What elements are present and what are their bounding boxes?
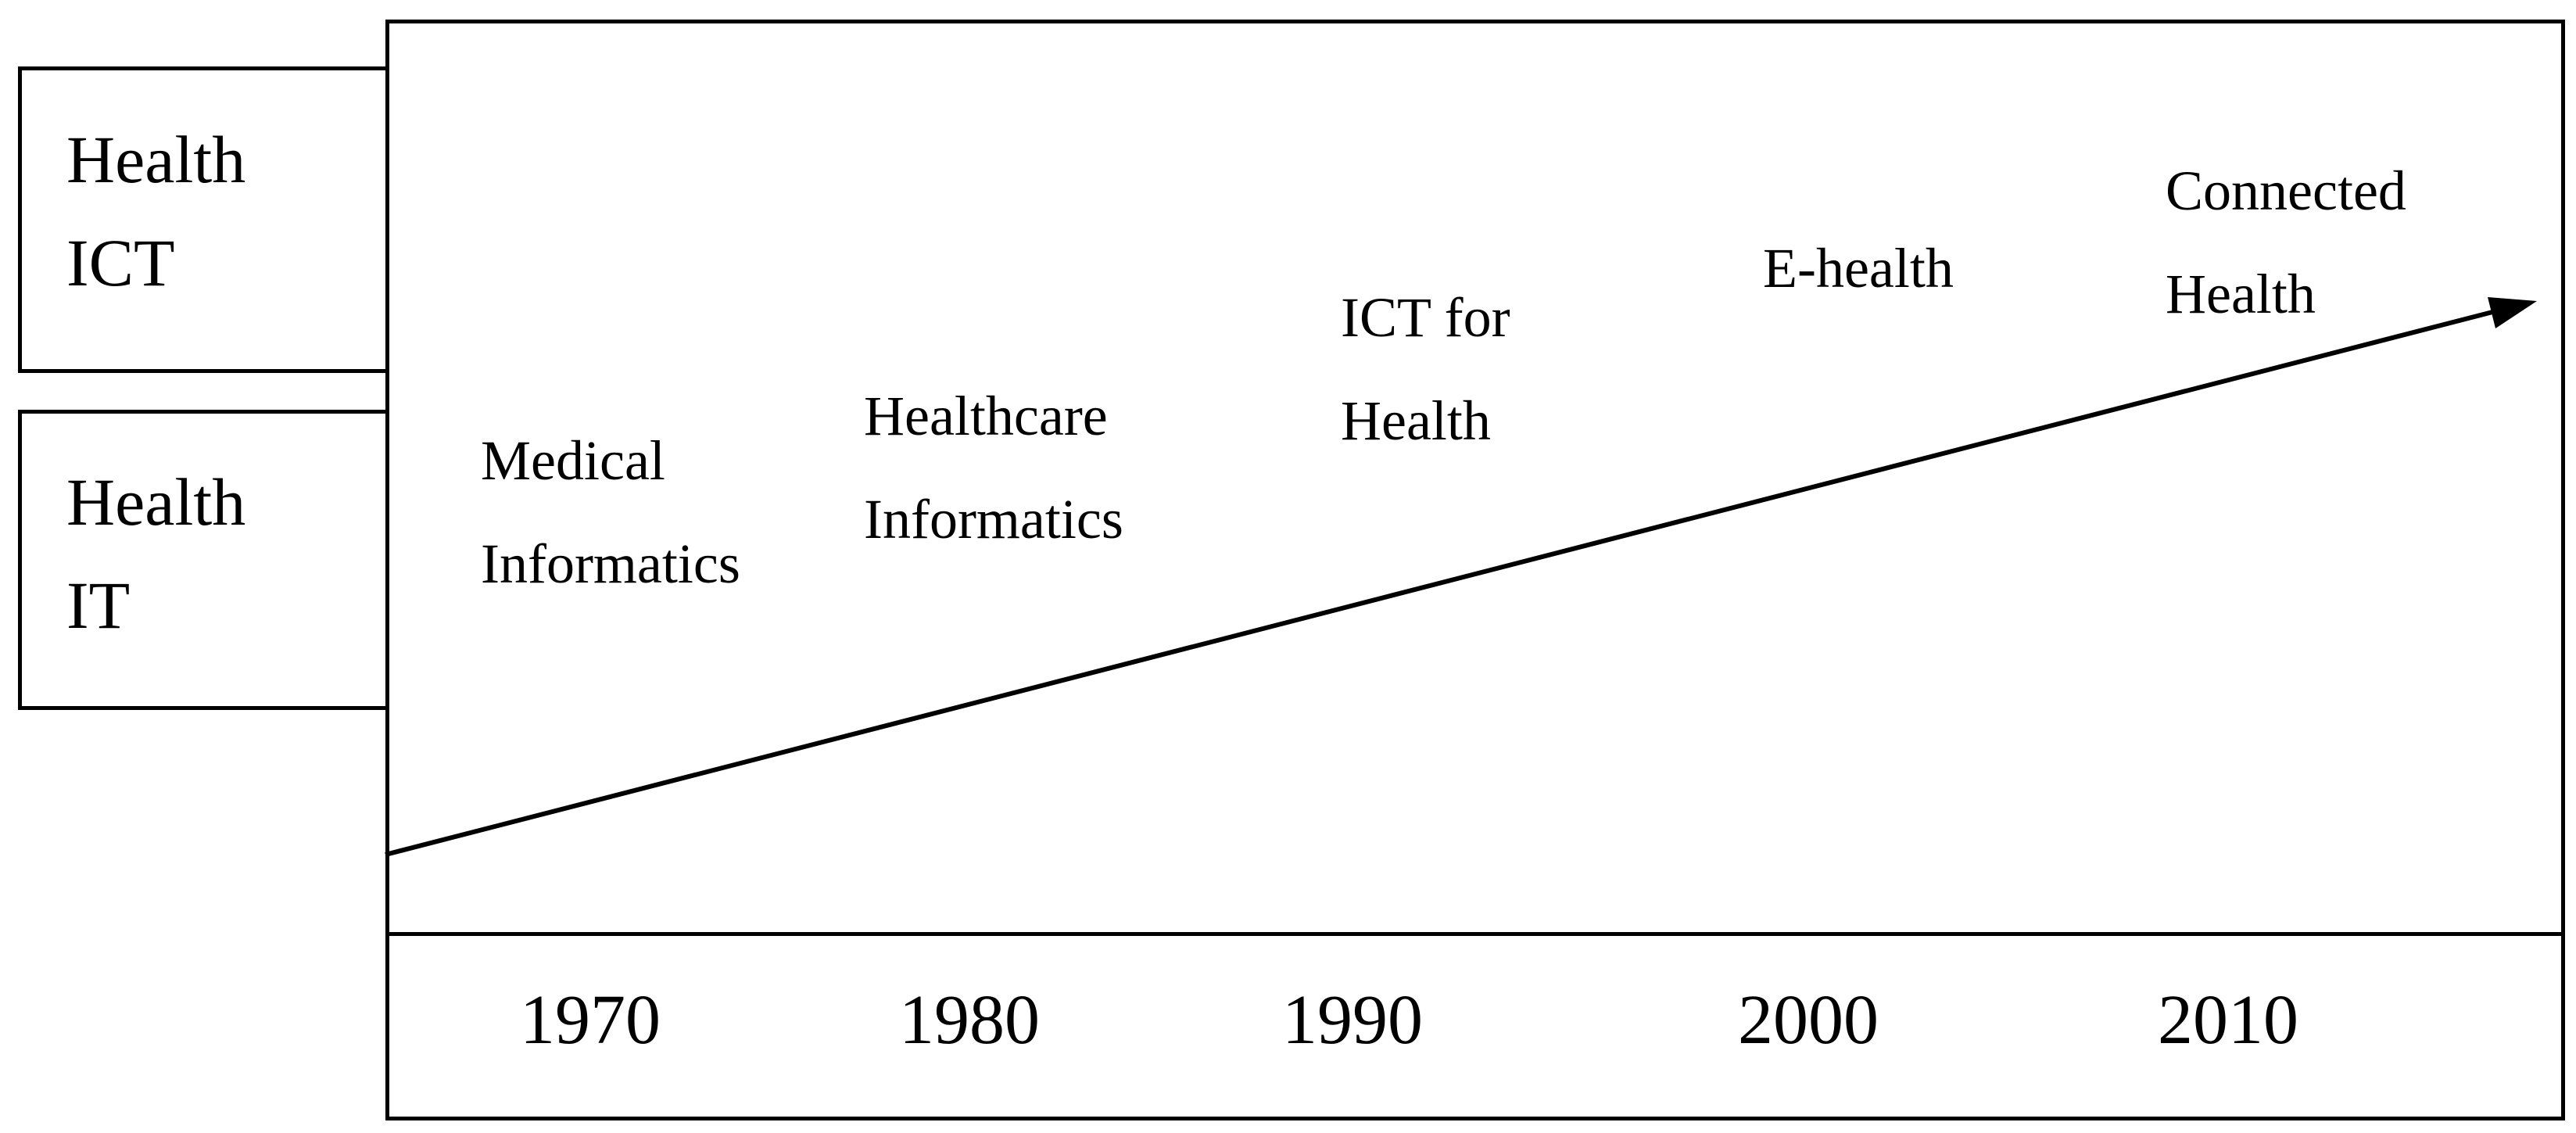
era-label-e-health: E-health: [1763, 237, 1954, 299]
health-it-box: [18, 410, 391, 710]
year-label-1990: 1990: [1282, 981, 1423, 1059]
health-ict-box: [18, 66, 391, 373]
era-label-healthcare-informatics: Healthcare Informatics: [864, 385, 1123, 550]
year-label-2000: 2000: [1738, 981, 1879, 1059]
year-label-2010: 2010: [2158, 981, 2298, 1059]
year-label-1970: 1970: [520, 981, 661, 1059]
year-axis-divider: [385, 932, 2565, 936]
health-ict-label: Health ICT: [66, 122, 246, 300]
year-label-1980: 1980: [899, 981, 1040, 1059]
health-it-label: Health IT: [66, 464, 246, 643]
era-label-connected-health: Connected Health: [2166, 160, 2406, 325]
era-label-ict-for-health: ICT for Health: [1341, 286, 1510, 452]
era-label-medical-informatics: Medical Informatics: [481, 429, 740, 595]
